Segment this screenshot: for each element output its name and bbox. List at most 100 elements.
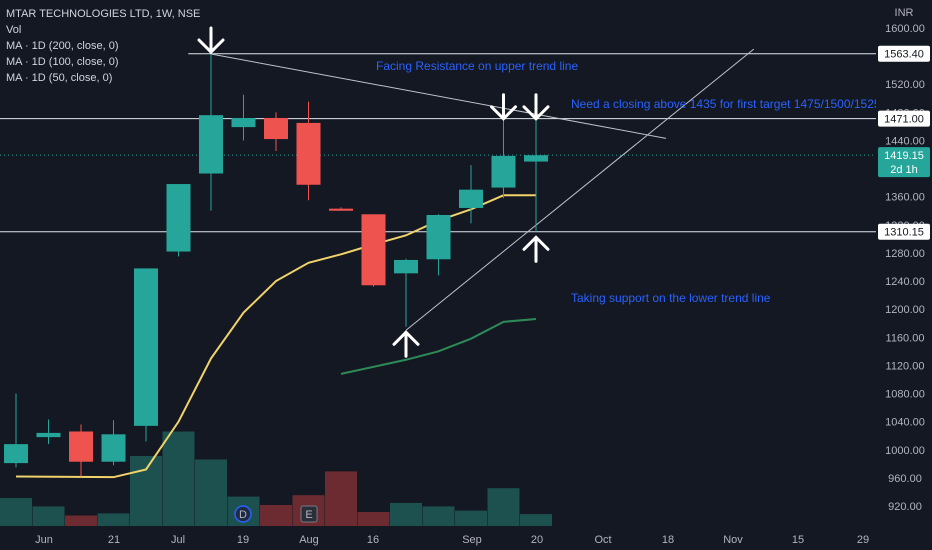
price-tick: 960.00 (888, 473, 922, 485)
time-tick: 15 (792, 534, 804, 546)
annotation-arrows (197, 26, 550, 358)
candle-body (361, 214, 386, 286)
volume-bar (65, 515, 97, 526)
dividend-label: D (239, 509, 247, 521)
volume-bar (195, 459, 227, 526)
text-annotations: Facing Resistance on upper trend line Nee… (376, 59, 881, 305)
price-tick: 1120.00 (886, 360, 925, 372)
price-tick: 1440.00 (885, 135, 925, 147)
candle-body (166, 184, 191, 252)
volume-bar (260, 505, 292, 526)
time-tick: 18 (662, 534, 674, 546)
candle-body (36, 432, 61, 438)
current-price-label: 1419.15 (884, 150, 924, 162)
time-tick: Aug (299, 534, 319, 546)
time-axis[interactable]: Jun 21 Jul 19 Aug 16 Sep 20 Oct 18 Nov 15 29 (35, 534, 869, 546)
volume-bar (97, 513, 130, 526)
legend-ma-100[interactable]: MA · 1D (100, close, 0) (6, 56, 119, 68)
price-tick: 1520.00 (885, 79, 925, 91)
legend-ma-200[interactable]: MA · 1D (200, close, 0) (6, 40, 119, 52)
price-tick: 1160.00 (886, 332, 925, 344)
arrow-down-icon (197, 26, 225, 55)
candle-body (4, 444, 28, 464)
volume-bar (130, 456, 162, 526)
trend-line (405, 48, 755, 331)
earnings-label: E (305, 509, 312, 521)
trend-line (210, 53, 667, 139)
price-tick: 1200.00 (885, 304, 925, 316)
level-tag-label: 1563.40 (884, 49, 924, 61)
time-to-close-label: 2d 1h (890, 164, 918, 176)
legend-ma-50[interactable]: MA · 1D (50, close, 0) (6, 72, 113, 84)
symbol-title[interactable]: MTAR TECHNOLOGIES LTD, 1W, NSE (6, 8, 201, 20)
price-tick: 1280.00 (885, 248, 925, 260)
annotation-text: Need a closing above 1435 for first targ… (571, 97, 881, 111)
current-price-tag (878, 147, 930, 178)
price-axis-bg (876, 0, 932, 550)
volume-bar (357, 512, 390, 526)
volume-bar (455, 510, 487, 526)
price-tick: 920.00 (888, 501, 922, 513)
volume-bar (390, 502, 422, 526)
ma-line (15, 194, 536, 479)
candle-body (199, 115, 223, 174)
time-tick: Sep (462, 534, 482, 546)
volume-bar (0, 498, 32, 526)
time-tick: 16 (367, 534, 379, 546)
candle-body (491, 155, 516, 188)
volume-bar (32, 506, 65, 526)
time-tick: 21 (108, 534, 120, 546)
candlesticks (4, 54, 548, 477)
candle-body (329, 208, 353, 211)
price-tick: 1040.00 (885, 417, 925, 429)
candle-body (231, 117, 256, 128)
time-tick: Nov (723, 534, 743, 546)
candle-body (69, 431, 93, 462)
volume-bar (422, 506, 455, 526)
volume-bar (325, 471, 357, 526)
legend-volume[interactable]: Vol (6, 24, 22, 36)
arrow-down-icon (490, 93, 517, 121)
arrow-up-icon (522, 235, 550, 263)
arrow-down-icon (522, 93, 550, 121)
candle-body (134, 268, 158, 426)
candle-body (524, 155, 548, 162)
price-tick: 1080.00 (885, 389, 925, 401)
level-tag-label: 1471.00 (884, 114, 924, 126)
moving-averages (15, 194, 537, 479)
level-tag-label: 1310.15 (884, 227, 924, 239)
price-axis[interactable]: INR 920.00 960.00 1000.00 1040.00 1080.00 1120… (876, 0, 932, 550)
time-tick: 29 (857, 534, 869, 546)
candle-body (459, 189, 483, 208)
volume-bar (162, 431, 195, 526)
candle-body (296, 122, 321, 185)
time-tick: Jul (171, 534, 185, 546)
price-tick: 1000.00 (885, 445, 925, 457)
level-tag (878, 223, 930, 240)
time-tick: Jun (35, 534, 53, 546)
trend-lines (210, 48, 755, 331)
time-tick: Oct (594, 534, 611, 546)
price-tick: 1240.00 (885, 276, 925, 288)
candle-body (394, 259, 418, 274)
volume-bars (0, 431, 552, 526)
time-tick: 20 (531, 534, 543, 546)
earnings-marker (300, 505, 318, 523)
candle-body (264, 117, 288, 140)
currency-label: INR (895, 7, 914, 19)
candle-body (426, 214, 451, 260)
chart-legend: MTAR TECHNOLOGIES LTD, 1W, NSE Vol MA · … (6, 6, 200, 86)
level-tag (878, 45, 930, 62)
volume-bar (520, 514, 552, 526)
arrow-up-icon (392, 330, 420, 358)
annotation-text: Taking support on the lower trend line (571, 291, 771, 305)
price-tick: 1600.00 (885, 23, 925, 35)
time-tick: 19 (237, 534, 249, 546)
price-tick: 1360.00 (885, 192, 925, 204)
annotation-text: Facing Resistance on upper trend line (376, 59, 578, 73)
level-tag (878, 110, 930, 127)
dividend-marker (234, 505, 252, 523)
volume-bar (487, 488, 520, 526)
